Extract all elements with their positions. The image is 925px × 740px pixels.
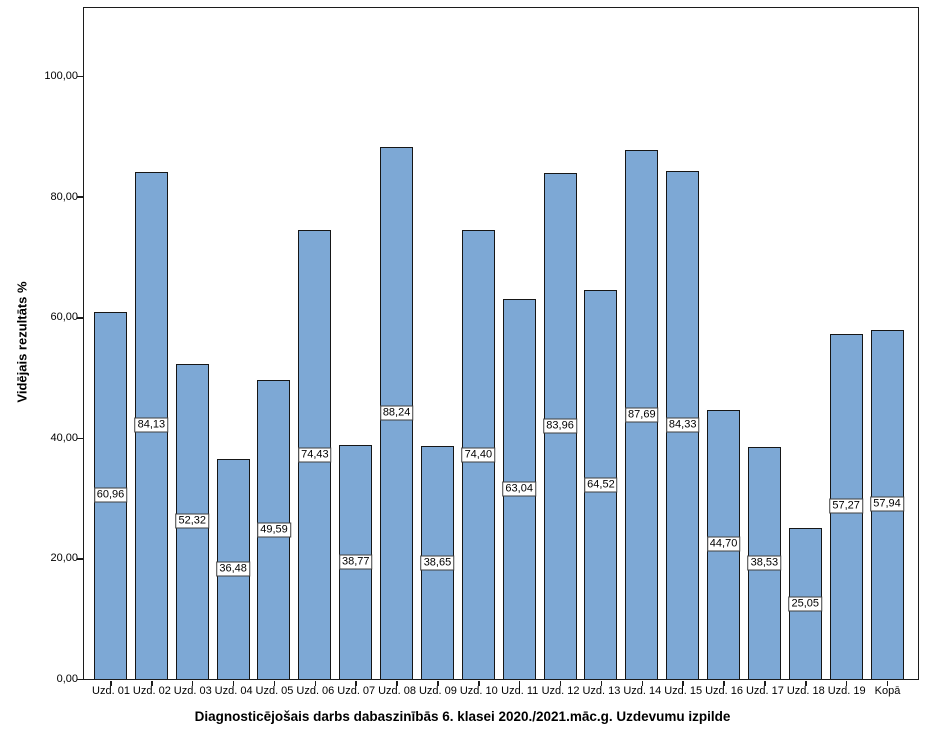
y-tick-label: 60,00 (50, 311, 78, 324)
x-tick-mark (110, 681, 112, 686)
bar-value-label: 84,13 (134, 417, 169, 433)
y-tick-label: 100,00 (44, 70, 78, 83)
x-tick-mark (437, 681, 439, 686)
bar-value-label: 74,43 (298, 447, 332, 463)
x-tick-label: Uzd. 01 (92, 685, 130, 697)
x-tick-mark (682, 681, 684, 686)
y-tick-mark (77, 196, 83, 198)
y-axis-title: Vidējais rezultāts % (14, 281, 30, 403)
x-tick-label: Uzd. 06 (296, 685, 335, 697)
x-tick-mark (559, 681, 562, 686)
x-tick-label: Uzd. 10 (459, 685, 498, 697)
x-tick-label: Uzd. 18 (786, 685, 825, 697)
bar-value-label: 57,27 (829, 498, 863, 514)
x-tick-label: Kopā (874, 685, 901, 697)
x-tick-label: Uzd. 02 (132, 685, 171, 697)
x-tick-label: Uzd. 04 (214, 685, 253, 697)
x-tick-mark (641, 681, 644, 686)
bar-value-label: 36,48 (216, 561, 250, 577)
x-tick-label: Uzd. 15 (664, 685, 703, 697)
x-tick-label: Uzd. 16 (705, 685, 744, 697)
bar-value-label: 60,96 (93, 487, 128, 503)
x-tick-mark (886, 681, 889, 686)
x-tick-label: Uzd. 13 (582, 685, 621, 697)
x-tick-mark (518, 681, 521, 686)
plot-area: 60,96 84,13 52,32 36,48 49,59 74,43 38,77 88,24… (83, 7, 919, 680)
x-tick-label: Uzd. 09 (418, 685, 457, 697)
x-tick-label: Uzd. 11 (501, 685, 539, 697)
bar-value-label: 57,94 (870, 496, 904, 512)
chart-title: Diagnosticējošais darbs dabaszinībās 6. … (194, 709, 731, 724)
bar-value-label: 38,65 (420, 555, 455, 570)
x-tick-mark (191, 681, 194, 686)
bar-value-label: 83,96 (543, 418, 577, 434)
x-tick-mark (396, 681, 398, 686)
bar-value-label: 25,05 (788, 596, 823, 611)
bar-value-label: 63,04 (502, 481, 536, 497)
x-tick-mark (273, 681, 276, 686)
y-tick-label: 0,00 (56, 673, 78, 685)
y-tick-mark (77, 558, 83, 560)
x-tick-mark (805, 681, 807, 686)
y-tick-mark (77, 75, 83, 78)
x-tick-mark (355, 681, 357, 686)
bar-value-label: 64,52 (584, 477, 618, 493)
x-tick-mark (232, 681, 235, 686)
bar-value-label: 88,24 (379, 405, 414, 421)
x-tick-label: Uzd. 03 (173, 685, 212, 697)
bar-value-label: 84,33 (665, 417, 700, 433)
y-tick-mark (77, 317, 83, 319)
x-tick-label: Uzd. 08 (378, 685, 417, 697)
x-tick-label: Uzd. 07 (337, 685, 376, 697)
y-tick-mark (77, 437, 83, 440)
x-tick-label: Uzd. 14 (623, 685, 662, 697)
x-tick-mark (151, 681, 153, 686)
x-tick-mark (600, 681, 603, 686)
x-tick-label: Uzd. 19 (827, 685, 866, 697)
x-tick-mark (723, 681, 725, 686)
bar-value-label: 44,70 (706, 536, 741, 552)
bar-value-label: 87,69 (625, 407, 659, 423)
bar-value-label: 38,77 (338, 554, 373, 570)
y-tick-mark (77, 678, 83, 681)
bar-value-label: 49,59 (257, 522, 291, 538)
x-tick-mark (314, 681, 317, 686)
y-tick-label: 20,00 (50, 552, 78, 565)
y-tick-label: 80,00 (50, 190, 78, 203)
x-tick-label: Uzd. 12 (541, 685, 580, 697)
x-tick-mark (478, 681, 480, 686)
bar-value-label: 38,53 (747, 555, 782, 571)
bar-value-label: 74,40 (461, 447, 496, 463)
x-tick-mark (764, 681, 766, 686)
x-tick-mark (845, 681, 848, 686)
x-tick-label: Uzd. 05 (255, 685, 294, 697)
x-tick-label: Uzd. 17 (745, 685, 784, 697)
y-tick-label: 40,00 (50, 431, 78, 444)
bar-value-label: 52,32 (175, 513, 209, 529)
